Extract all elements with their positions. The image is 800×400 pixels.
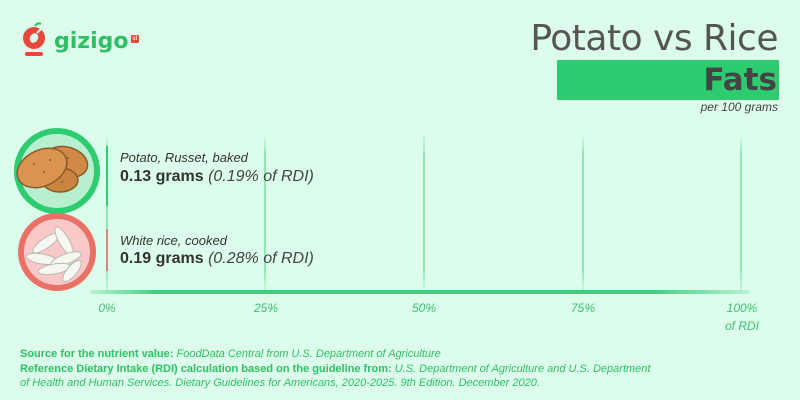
gridline-100 — [740, 132, 742, 292]
potato-bar — [106, 146, 108, 206]
rdi-text-2: of Health and Human Services. Dietary Gu… — [20, 377, 540, 389]
source-line: Source for the nutrient value: FoodData … — [20, 347, 700, 362]
potato-name: Potato, Russet, baked — [120, 150, 248, 165]
gridline-75 — [582, 132, 584, 292]
footer-sources: Source for the nutrient value: FoodData … — [20, 347, 700, 391]
logo-badge: id — [130, 35, 140, 43]
gridline-25 — [264, 132, 266, 292]
rdi-line: Reference Dietary Intake (RDI) calculati… — [20, 362, 700, 377]
rice-grams: 0.19 grams — [120, 250, 204, 267]
nutrient-band: Fats — [557, 60, 779, 100]
rice-bar — [106, 229, 108, 271]
rice-name: White rice, cooked — [120, 233, 227, 248]
rdi-text-1: U.S. Department of Agriculture and U.S. … — [394, 362, 651, 375]
gizigo-logo: gizigo id — [20, 22, 140, 60]
tick-100: 100% of RDI — [712, 300, 772, 334]
x-axis — [90, 290, 750, 294]
apple-logo-icon — [20, 22, 50, 60]
tick-75: 75% — [570, 301, 596, 315]
rdi-label: Reference Dietary Intake (RDI) calculati… — [20, 362, 392, 375]
potato-icon — [14, 128, 100, 214]
source-text: FoodData Central from U.S. Department of… — [176, 348, 441, 360]
tick-50: 50% — [411, 301, 437, 315]
tick-25: 25% — [253, 301, 279, 315]
chart-title: Potato vs Rice — [530, 18, 778, 59]
rice-icon — [18, 213, 96, 291]
potato-grams: 0.13 grams — [120, 168, 204, 185]
gridline-0 — [106, 132, 108, 292]
logo-wordmark: gizigo — [54, 28, 129, 54]
rdi-line-2: of Health and Human Services. Dietary Gu… — [20, 376, 700, 391]
per-unit-label: per 100 grams — [700, 100, 778, 114]
rice-rdi: (0.28% of RDI) — [208, 250, 314, 267]
bar-chart: Potato, Russet, baked 0.13 grams (0.19% … — [14, 128, 772, 334]
potato-value-line: 0.13 grams (0.19% of RDI) — [120, 168, 314, 186]
tick-100-value: 100% — [726, 301, 758, 315]
axis-unit-label: of RDI — [724, 319, 759, 333]
nutrient-title: Fats — [703, 62, 777, 98]
gridline-50 — [423, 132, 425, 292]
rice-value-line: 0.19 grams (0.28% of RDI) — [120, 250, 314, 268]
source-label: Source for the nutrient value: — [20, 348, 174, 360]
potato-rdi: (0.19% of RDI) — [208, 168, 314, 185]
tick-0: 0% — [98, 301, 116, 315]
